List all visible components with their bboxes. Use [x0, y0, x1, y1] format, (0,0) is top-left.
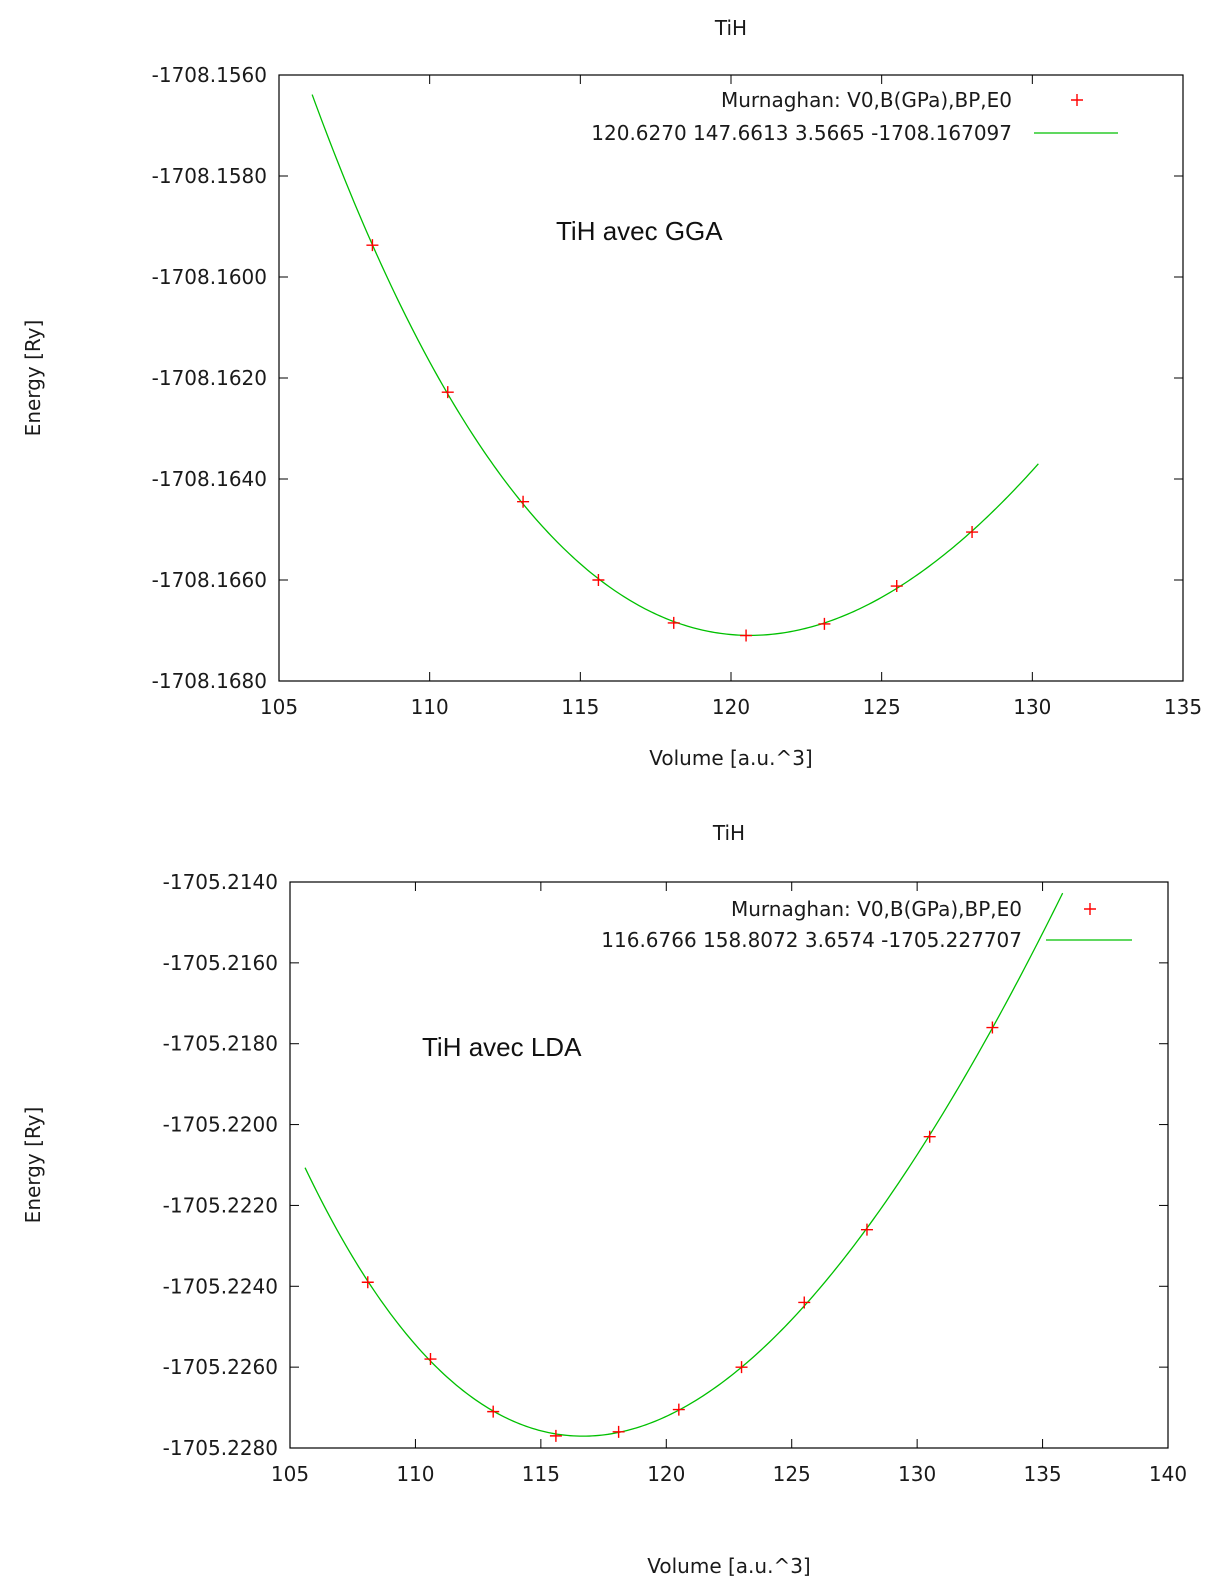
data-point — [923, 1130, 936, 1143]
data-point — [667, 616, 680, 629]
data-point — [592, 574, 605, 586]
x-tick-label: 135 — [1023, 1462, 1061, 1486]
legend-label-fit: 120.6270 147.6613 3.5665 -1708.167097 — [591, 121, 1012, 145]
plot-frame — [278, 74, 1184, 682]
murnaghan-fit-line — [304, 892, 1064, 1437]
data-point — [860, 1223, 873, 1236]
x-tick-label: 115 — [561, 695, 599, 719]
data-point — [740, 629, 753, 642]
legend-symbol-plus — [1084, 903, 1096, 915]
data-point — [798, 1296, 811, 1309]
y-tick-label: -1705.2280 — [163, 1436, 278, 1460]
chart-title: TiH — [712, 821, 745, 845]
data-point — [966, 526, 979, 539]
data-point — [735, 1361, 748, 1374]
legend-label-fit: 116.6766 158.8072 3.6574 -1705.227707 — [601, 928, 1022, 952]
x-tick-label: 110 — [396, 1462, 434, 1486]
data-point — [549, 1429, 562, 1442]
y-tick-label: -1705.2260 — [163, 1355, 278, 1379]
data-point — [517, 495, 530, 508]
x-tick-label: 115 — [522, 1462, 560, 1486]
chart-1: 105 110 115 120 125 130 135 -1708.1560 -1708.158… — [21, 16, 1202, 770]
murnaghan-fit-line — [311, 94, 1039, 637]
x-tick-label: 140 — [1149, 1462, 1187, 1486]
plot-annotation: TiH avec LDA — [422, 1032, 582, 1062]
data-point — [487, 1405, 500, 1418]
y-tick-label: -1708.1580 — [152, 164, 267, 188]
x-tick-label: 120 — [712, 695, 750, 719]
data-point — [424, 1353, 437, 1366]
plot-frame — [289, 881, 1169, 1449]
legend-symbol-plus — [1071, 94, 1083, 106]
x-tick-label: 110 — [411, 695, 449, 719]
data-point — [361, 1276, 374, 1289]
legend-label-points: Murnaghan: V0,B(GPa),BP,E0 — [731, 897, 1022, 921]
x-tick-label: 130 — [898, 1462, 936, 1486]
x-axis-label: Volume [a.u.^3] — [649, 746, 812, 770]
x-tick-label: 105 — [260, 695, 298, 719]
data-point — [986, 1021, 999, 1034]
x-tick-label: 135 — [1164, 695, 1202, 719]
y-tick-label: -1708.1680 — [152, 669, 267, 693]
y-tick-label: -1708.1560 — [152, 63, 267, 87]
y-axis-label: Energy [Ry] — [21, 1107, 45, 1224]
y-tick-label: -1705.2240 — [163, 1274, 278, 1298]
data-point — [818, 617, 831, 630]
chart-2: 105 110 115 120 125 130 135 140 -1705.2140 -1705.… — [21, 821, 1187, 1578]
y-tick-label: -1708.1660 — [152, 568, 267, 592]
x-tick-label: 120 — [647, 1462, 685, 1486]
y-tick-label: -1705.2180 — [163, 1032, 278, 1056]
legend: Murnaghan: V0,B(GPa),BP,E0 116.6766 158.8… — [601, 897, 1132, 952]
data-point — [890, 580, 903, 593]
data-point — [612, 1425, 625, 1438]
y-tick-label: -1705.2200 — [163, 1113, 278, 1137]
y-tick-label: -1708.1600 — [152, 265, 267, 289]
data-points — [361, 1021, 999, 1442]
x-tick-label: 125 — [773, 1462, 811, 1486]
legend-label-points: Murnaghan: V0,B(GPa),BP,E0 — [721, 88, 1012, 112]
y-tick-label: -1708.1640 — [152, 467, 267, 491]
chart-title: TiH — [714, 16, 747, 40]
x-axis-label: Volume [a.u.^3] — [647, 1554, 810, 1578]
plot-annotation: TiH avec GGA — [556, 216, 723, 246]
y-tick-label: -1708.1620 — [152, 366, 267, 390]
y-tick-label: -1705.2160 — [163, 951, 278, 975]
data-point — [441, 386, 454, 399]
y-tick-label: -1705.2140 — [163, 870, 278, 894]
data-point — [366, 239, 379, 252]
x-tick-label: 130 — [1013, 695, 1051, 719]
legend: Murnaghan: V0,B(GPa),BP,E0 120.6270 147.6… — [591, 88, 1118, 145]
x-tick-label: 105 — [271, 1462, 309, 1486]
x-tick-label: 125 — [863, 695, 901, 719]
data-points — [366, 239, 979, 642]
data-point — [672, 1403, 685, 1416]
y-tick-label: -1705.2220 — [163, 1193, 278, 1217]
y-axis-label: Energy [Ry] — [21, 320, 45, 437]
